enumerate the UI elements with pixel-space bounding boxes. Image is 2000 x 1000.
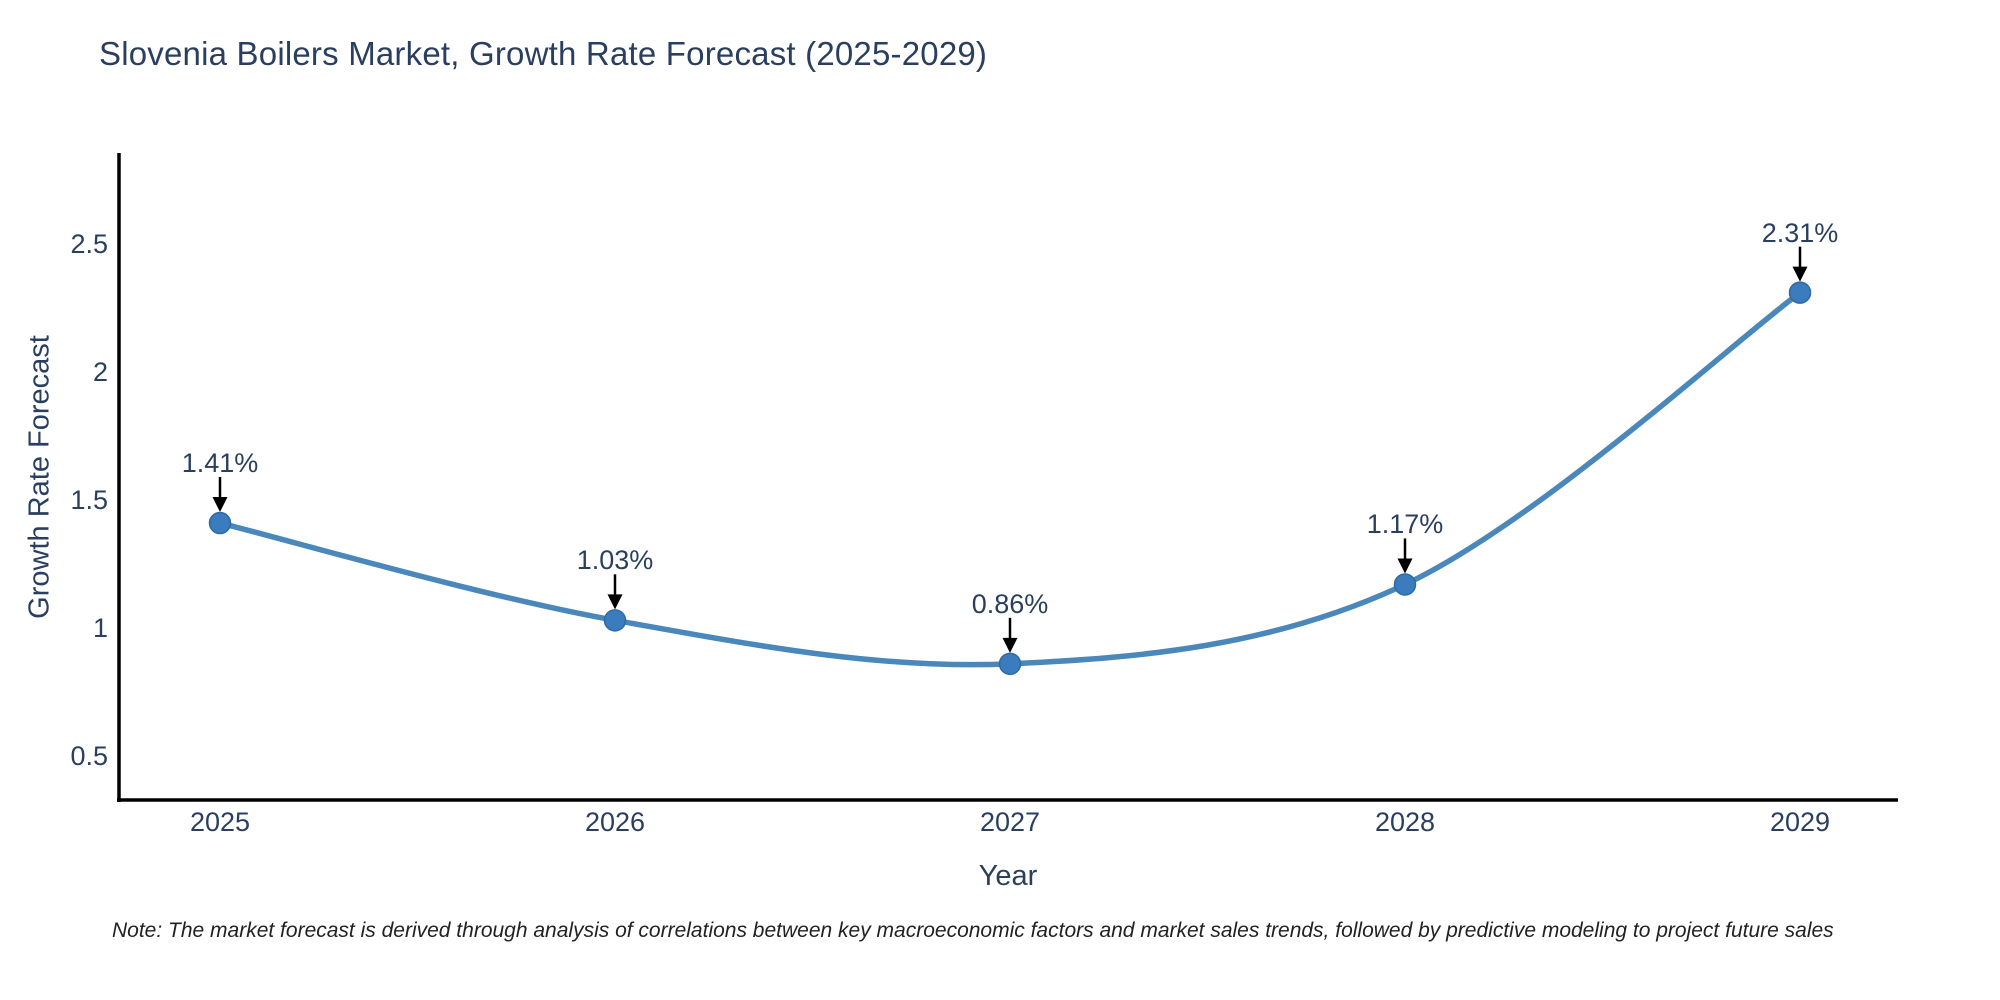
data-point-marker[interactable]: [1393, 573, 1417, 596]
annotation-arrow-head: [1792, 266, 1808, 282]
y-tick-label: 2: [92, 357, 108, 387]
annotation-label: 1.41%: [181, 448, 259, 479]
x-tick-label: 2026: [584, 807, 646, 837]
annotation-label: 1.03%: [576, 545, 654, 576]
data-point-marker[interactable]: [208, 511, 232, 535]
x-tick-label: 2025: [189, 807, 251, 837]
y-tick-label: 1: [92, 613, 108, 643]
data-point-marker[interactable]: [603, 609, 627, 632]
data-point-marker[interactable]: [998, 652, 1022, 676]
annotation-label: 0.86%: [971, 588, 1049, 619]
annotation-label: 2.31%: [1761, 217, 1839, 248]
y-axis-title: Growth Rate Forecast: [23, 335, 56, 619]
x-axis-title: Year: [978, 860, 1038, 892]
footnote: Note: The market forecast is derived thr…: [112, 919, 1834, 942]
data-point-marker[interactable]: [1788, 281, 1812, 304]
x-tick-label: 2027: [979, 807, 1041, 837]
annotation-arrow-head: [212, 497, 228, 513]
annotation-arrow-head: [1002, 637, 1018, 653]
x-tick-label: 2028: [1374, 807, 1436, 837]
annotation-label: 1.17%: [1366, 509, 1444, 540]
y-tick-label: 1.5: [70, 485, 108, 515]
annotation-arrow-head: [1397, 558, 1413, 574]
annotation-arrow-head: [607, 594, 623, 610]
chart-title: Slovenia Boilers Market, Growth Rate For…: [99, 35, 988, 72]
y-tick-label: 2.5: [70, 229, 108, 259]
x-tick-label: 2029: [1769, 807, 1831, 837]
y-tick-label: 0.5: [70, 741, 108, 771]
